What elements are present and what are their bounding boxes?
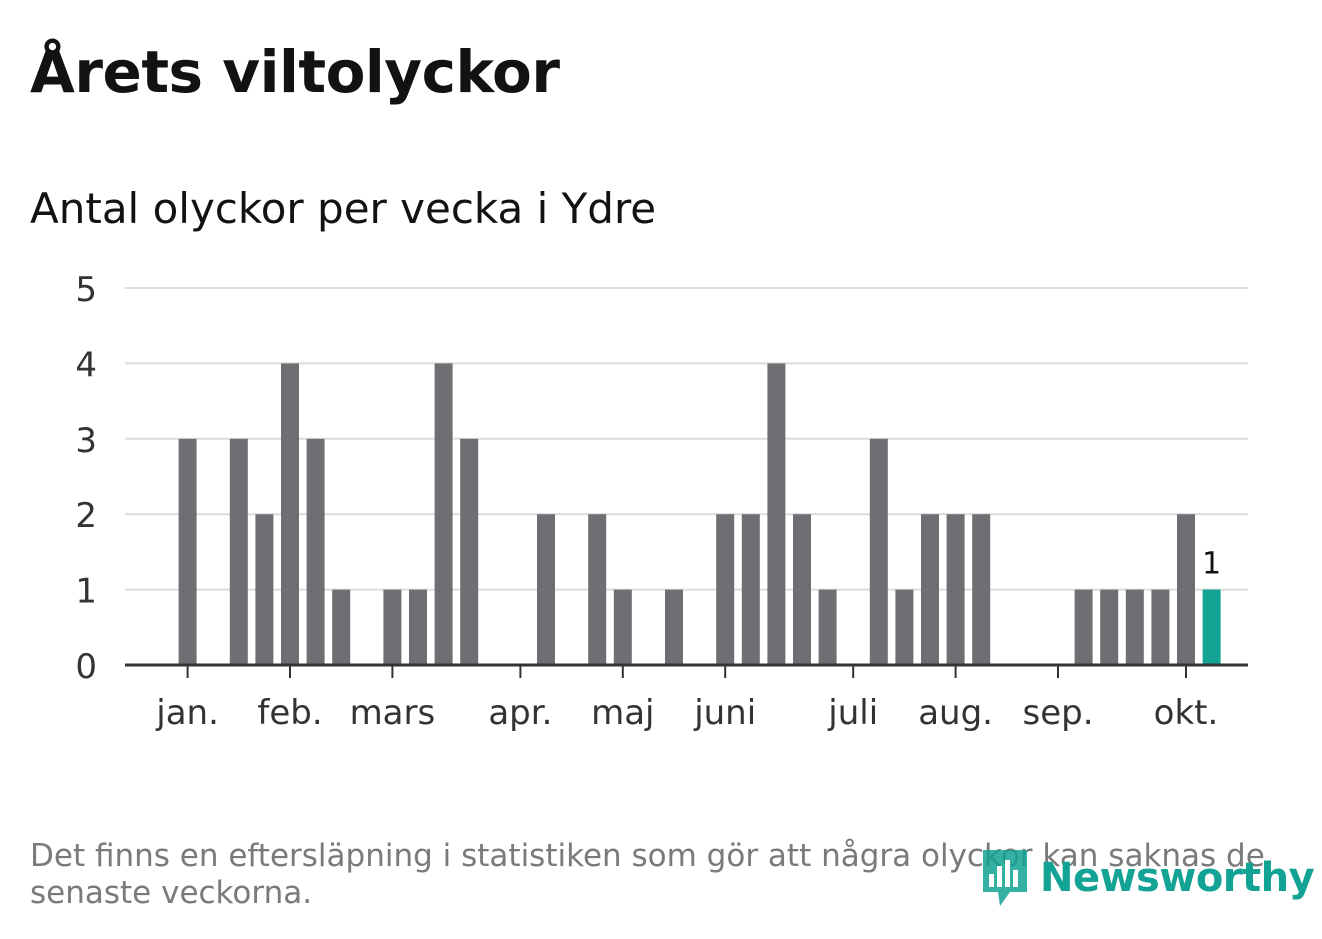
bar-week-37 <box>1100 589 1119 665</box>
bar-week-3 <box>229 438 248 665</box>
y-tick-label-1: 1 <box>75 572 97 612</box>
bar-week-30 <box>921 514 939 665</box>
bar-week-6 <box>306 438 325 665</box>
bar-week-15 <box>537 514 555 665</box>
bar-week-36 <box>1074 589 1093 665</box>
y-tick-label-2: 2 <box>75 496 97 536</box>
labels: 0 1 2 3 4 5 1 jan. feb. mars apr. maj juni juli aug. se… <box>75 270 1221 733</box>
x-tick-label: aug. <box>918 693 993 733</box>
bar-week-12 <box>460 438 479 665</box>
bar-week-32 <box>972 514 991 665</box>
data-label: 1 <box>1202 547 1221 582</box>
bar-week-10 <box>409 589 427 665</box>
bar-highlight-week-41 <box>1202 589 1221 665</box>
bar-week-9 <box>383 589 402 665</box>
x-tick-label: okt. <box>1154 693 1219 733</box>
bar-week-22 <box>716 514 735 665</box>
bar-week-18 <box>613 589 632 665</box>
chart-title: Årets viltolyckor <box>30 38 560 106</box>
newsworthy-logo-text: Newsworthy <box>1040 855 1315 901</box>
bars <box>178 363 1221 665</box>
bar-week-25 <box>793 514 811 665</box>
newsworthy-logo-icon <box>983 850 1027 906</box>
y-tick-label-3: 3 <box>75 421 97 461</box>
y-tick-label-4: 4 <box>75 345 97 385</box>
chart-subtitle: Antal olyckor per vecka i Ydre <box>30 184 657 233</box>
bar-week-5 <box>281 363 299 665</box>
bar-week-11 <box>434 363 453 665</box>
x-tick-label: feb. <box>257 693 322 733</box>
x-tick-label: juni <box>693 693 756 733</box>
bar-week-4 <box>255 514 274 665</box>
x-tick-label: maj <box>591 693 654 733</box>
bar-week-20 <box>665 589 683 665</box>
y-tick-label-0: 0 <box>75 647 97 687</box>
y-tick-label-5: 5 <box>75 270 97 310</box>
bar-week-23 <box>741 514 760 665</box>
bar-week-39 <box>1151 589 1170 665</box>
bar-week-28 <box>869 438 888 665</box>
bar-week-24 <box>767 363 786 665</box>
bar-week-29 <box>895 589 914 665</box>
x-tick-label: jan. <box>155 693 219 733</box>
footnote: Det finns en eftersläpning i statistiken… <box>30 838 1265 911</box>
x-tick-label: mars <box>350 693 436 733</box>
axes <box>125 663 1248 678</box>
bar-week-7 <box>332 589 351 665</box>
bar-week-38 <box>1125 589 1144 665</box>
x-tick-label: apr. <box>488 693 552 733</box>
bar-chart: 0 1 2 3 4 5 1 jan. feb. mars apr. maj juni juli aug. se… <box>75 270 1248 733</box>
newsworthy-logo: Newsworthy <box>980 845 1315 911</box>
bar-week-1 <box>178 438 197 665</box>
bar-week-26 <box>818 589 837 665</box>
bar-week-31 <box>946 514 965 665</box>
x-tick-label: juli <box>827 693 878 733</box>
bar-week-40 <box>1177 514 1195 665</box>
x-tick-label: sep. <box>1022 693 1093 733</box>
bar-week-17 <box>588 514 607 665</box>
